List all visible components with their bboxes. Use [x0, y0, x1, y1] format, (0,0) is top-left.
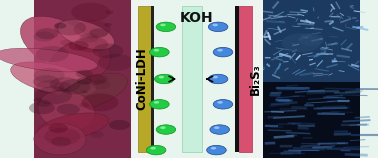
Circle shape: [76, 70, 93, 78]
Circle shape: [90, 131, 104, 138]
Circle shape: [74, 20, 111, 38]
Ellipse shape: [20, 16, 99, 72]
Bar: [248, 0, 263, 158]
Ellipse shape: [58, 20, 114, 50]
Circle shape: [156, 22, 176, 32]
Circle shape: [210, 125, 229, 134]
Ellipse shape: [37, 113, 109, 140]
Ellipse shape: [0, 48, 98, 72]
Circle shape: [35, 86, 72, 104]
Circle shape: [79, 103, 89, 107]
Circle shape: [75, 36, 108, 52]
Circle shape: [34, 68, 65, 83]
Circle shape: [160, 126, 166, 129]
Circle shape: [146, 145, 166, 155]
Circle shape: [211, 147, 216, 149]
Circle shape: [50, 77, 81, 92]
Circle shape: [89, 28, 108, 37]
Circle shape: [34, 98, 42, 102]
Circle shape: [156, 125, 176, 134]
Circle shape: [159, 76, 164, 78]
Circle shape: [91, 80, 111, 89]
Circle shape: [150, 100, 169, 109]
Bar: [239, 6, 253, 152]
Circle shape: [207, 145, 226, 155]
Circle shape: [71, 3, 110, 22]
Circle shape: [54, 20, 86, 35]
Bar: [235, 6, 239, 152]
Circle shape: [93, 44, 123, 58]
Circle shape: [154, 101, 159, 104]
Bar: [262, 0, 360, 82]
Circle shape: [36, 46, 69, 62]
Circle shape: [208, 22, 228, 32]
Text: Bi₂S₃: Bi₂S₃: [249, 63, 262, 95]
Circle shape: [154, 49, 159, 52]
Circle shape: [98, 54, 133, 71]
Circle shape: [33, 75, 59, 88]
Circle shape: [298, 33, 324, 46]
Circle shape: [79, 33, 99, 43]
Ellipse shape: [38, 90, 95, 131]
Circle shape: [82, 93, 118, 111]
Circle shape: [51, 137, 71, 147]
Bar: [262, 82, 360, 158]
Circle shape: [34, 31, 54, 42]
Circle shape: [214, 126, 220, 129]
Circle shape: [160, 24, 166, 26]
Circle shape: [81, 90, 88, 94]
Ellipse shape: [34, 123, 86, 155]
Circle shape: [59, 79, 91, 95]
Text: KOH: KOH: [180, 11, 214, 25]
Circle shape: [36, 28, 59, 39]
Circle shape: [57, 104, 80, 115]
Bar: [34, 0, 131, 158]
Circle shape: [44, 128, 81, 145]
Circle shape: [212, 76, 218, 78]
Circle shape: [217, 49, 223, 52]
Circle shape: [208, 74, 228, 84]
Circle shape: [213, 47, 233, 57]
Circle shape: [155, 74, 174, 84]
Circle shape: [69, 41, 89, 51]
Circle shape: [212, 24, 218, 26]
Circle shape: [213, 100, 233, 109]
Bar: [151, 6, 155, 152]
Circle shape: [53, 82, 71, 91]
Bar: [182, 6, 202, 152]
Circle shape: [77, 77, 92, 85]
Circle shape: [150, 147, 156, 149]
Circle shape: [54, 23, 66, 29]
Bar: [133, 0, 151, 158]
Circle shape: [36, 100, 51, 107]
Circle shape: [282, 33, 321, 52]
Ellipse shape: [58, 73, 127, 110]
Ellipse shape: [11, 62, 96, 96]
Circle shape: [150, 47, 169, 57]
Circle shape: [48, 123, 68, 133]
Text: CoNi-LDH: CoNi-LDH: [136, 48, 149, 110]
Circle shape: [89, 74, 109, 83]
Ellipse shape: [48, 39, 111, 88]
Circle shape: [217, 101, 223, 104]
Circle shape: [29, 102, 55, 114]
Circle shape: [106, 10, 113, 14]
Circle shape: [36, 80, 64, 94]
Circle shape: [109, 120, 130, 130]
Circle shape: [104, 23, 112, 27]
Bar: [131, 0, 262, 158]
Circle shape: [60, 40, 73, 46]
Bar: [138, 6, 151, 152]
Circle shape: [84, 74, 106, 85]
